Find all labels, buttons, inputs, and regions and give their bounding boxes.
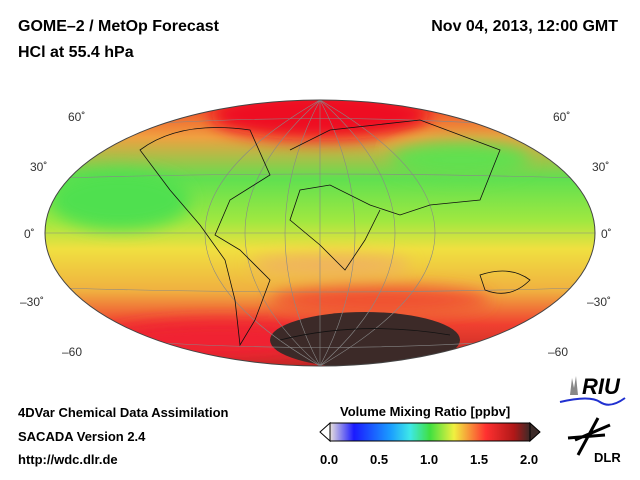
lat-label-30s-left: –30˚ xyxy=(20,295,45,309)
colorbar-tick: 0.0 xyxy=(320,452,339,467)
lat-label-60n-left: 60˚ xyxy=(68,110,86,124)
coastlines xyxy=(139,119,531,347)
riu-logo-text: RIU xyxy=(582,374,620,399)
lat-label-30n-right: 30˚ xyxy=(592,160,610,174)
colorbar xyxy=(319,421,541,443)
species-level: HCl at 55.4 hPa xyxy=(18,44,134,61)
colorbar-over-arrow xyxy=(529,421,541,443)
lat-label-30s-right: –30˚ xyxy=(587,295,612,309)
colorbar-tick: 2.0 xyxy=(520,452,539,467)
lat-label-0-right: 0˚ xyxy=(601,227,612,241)
footer-version: SACADA Version 2.4 xyxy=(18,429,146,444)
hcl-field xyxy=(45,100,595,366)
riu-logo xyxy=(559,376,626,406)
dlr-logo-text: DLR xyxy=(594,450,621,465)
lat-label-60s-left: –60 xyxy=(62,345,83,359)
colorbar-tick: 0.5 xyxy=(370,452,389,467)
lat-label-0-left: 0˚ xyxy=(24,227,35,241)
lat-label-60s-right: –60 xyxy=(548,345,569,359)
lat-label-60n-right: 60˚ xyxy=(553,110,571,124)
forecast-datetime: Nov 04, 2013, 12:00 GMT xyxy=(431,18,618,35)
globe-outline xyxy=(44,99,596,367)
product-title: GOME–2 / MetOp Forecast xyxy=(18,18,219,35)
graticule xyxy=(45,100,595,366)
footer-url[interactable]: http://wdc.dlr.de xyxy=(18,452,118,467)
footer-assimilation: 4DVar Chemical Data Assimilation xyxy=(18,405,229,420)
colorbar-tick: 1.0 xyxy=(420,452,439,467)
colorbar-tick: 1.5 xyxy=(470,452,489,467)
lat-label-30n-left: 30˚ xyxy=(30,160,48,174)
ozone-hole-region xyxy=(270,312,460,366)
dlr-logo xyxy=(567,417,611,456)
colorbar-under-arrow xyxy=(319,421,331,443)
colorbar-title: Volume Mixing Ratio [ppbv] xyxy=(340,404,511,419)
colorbar-ramp xyxy=(329,422,531,442)
